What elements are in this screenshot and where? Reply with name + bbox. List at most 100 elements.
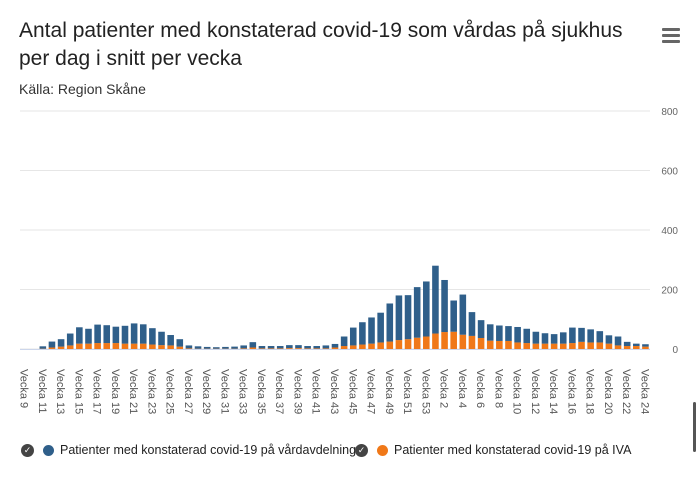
bar-vardavdelning [57,339,65,347]
x-tick-label: Vecka 27 [182,369,194,414]
bar-vardavdelning [642,344,649,347]
chart-area: 0 200 400 600 800 Vecka 9 Vecka 11 Vecka 13 Veck… [18,107,679,414]
bar-vardavdelning [377,312,384,343]
bar-vardavdelning [459,294,467,335]
bar-iva [532,343,540,349]
bar-vardavdelning [76,327,83,344]
bar-vardavdelning [66,333,74,346]
bar-iva [523,343,531,349]
x-tick-label: Vecka 6 [474,369,486,408]
bar-vardavdelning [559,332,567,344]
bar-iva [423,336,430,349]
x-tick-label: Vecka 22 [620,369,632,414]
x-tick-label: Vecka 14 [547,369,559,414]
y-tick-label: 800 [661,107,678,118]
bar-iva [550,343,558,349]
bar-iva [185,348,193,349]
x-tick-label: Vecka 33 [237,369,249,414]
x-tick-label: Vecka 39 [291,369,303,414]
bar-iva [176,346,184,349]
bar-vardavdelning [441,279,448,333]
x-tick-label: Vecka 19 [109,369,121,414]
checkmark-icon[interactable]: ✓ [355,443,368,457]
x-tick-label: Vecka 11 [36,369,48,413]
bar-vardavdelning [486,324,494,341]
y-tick-label: 0 [672,345,678,356]
bar-iva [121,343,129,349]
x-tick-label: Vecka 17 [91,369,103,414]
bar-vardavdelning [176,339,184,347]
x-tick-label: Vecka 45 [346,369,358,414]
x-tick-label: Vecka 43 [328,369,340,414]
bar-iva [249,347,257,349]
scrollbar[interactable] [693,402,696,452]
bar-iva [441,332,448,349]
bar-vardavdelning [605,335,613,344]
bar-vardavdelning [249,342,257,348]
bar-iva [368,343,375,349]
bar-iva [295,348,302,349]
bar-vardavdelning [130,323,138,344]
bar-vardavdelning [477,320,485,338]
bar-iva [614,345,622,349]
bar-iva [240,348,247,349]
bar-vardavdelning [450,300,457,332]
bar-vardavdelning [386,303,394,342]
bar-vardavdelning [523,328,531,344]
bar-iva [267,348,275,349]
bar-iva [395,340,403,349]
x-tick-label: Vecka 31 [218,369,230,414]
bar-vardavdelning [514,326,521,343]
bar-vardavdelning [313,346,321,349]
bar-vardavdelning [213,347,220,349]
checkmark-icon[interactable]: ✓ [21,443,34,457]
x-tick-label: Vecka 41 [310,369,322,414]
legend-item-iva[interactable]: ✓ Patienter med konstaterad covid-19 på … [355,443,631,457]
bar-iva [286,348,293,349]
bar-vardavdelning [103,325,111,344]
bar-vardavdelning [413,287,421,338]
bar-vardavdelning [112,326,120,344]
x-tick-label: Vecka 29 [200,369,212,414]
bar-vardavdelning [633,343,640,347]
x-tick-label: Vecka 20 [602,369,614,414]
legend: ✓ Patienter med konstaterad covid-19 på … [0,443,700,463]
bar-vardavdelning [532,331,540,344]
bar-iva [130,343,138,349]
x-tick-label: Vecka 49 [383,369,395,414]
x-tick-label: Vecka 10 [511,369,523,414]
bar-iva [94,343,101,349]
bar-iva [514,342,521,349]
x-tick-label: Vecka 15 [72,369,84,414]
bar-iva [359,344,366,349]
bar-vardavdelning [614,336,622,346]
bar-iva [349,345,357,349]
bar-vardavdelning [359,322,366,345]
x-tick-label: Vecka 23 [145,369,157,414]
bar-iva [66,345,74,349]
chart-subtitle: Källa: Region Skåne [19,81,146,97]
hamburger-menu-icon[interactable] [662,28,680,44]
bar-iva [158,345,165,349]
bar-vardavdelning [340,336,348,347]
bar-vardavdelning [541,333,549,344]
bar-iva [477,337,485,349]
bar-vardavdelning [295,345,302,349]
x-tick-label: Vecka 12 [529,369,541,414]
bar-vardavdelning [423,281,430,337]
x-tick-label: Vecka 47 [365,369,377,414]
legend-item-vardavdelning[interactable]: ✓ Patienter med konstaterad covid-19 på … [21,443,356,457]
bar-iva [313,348,321,349]
bar-vardavdelning [395,295,403,341]
x-tick-label: Vecka 8 [492,369,504,408]
bar-iva [413,337,421,349]
bar-vardavdelning [203,346,211,349]
bar-vardavdelning [39,346,47,349]
bar-vardavdelning [240,345,247,349]
bar-iva [322,348,330,349]
bar-iva [112,343,120,349]
legend-marker-vardavdelning [43,444,54,456]
y-tick-label: 400 [661,226,678,237]
y-tick-label: 600 [661,167,678,178]
x-tick-label: Vecka 51 [401,369,413,414]
